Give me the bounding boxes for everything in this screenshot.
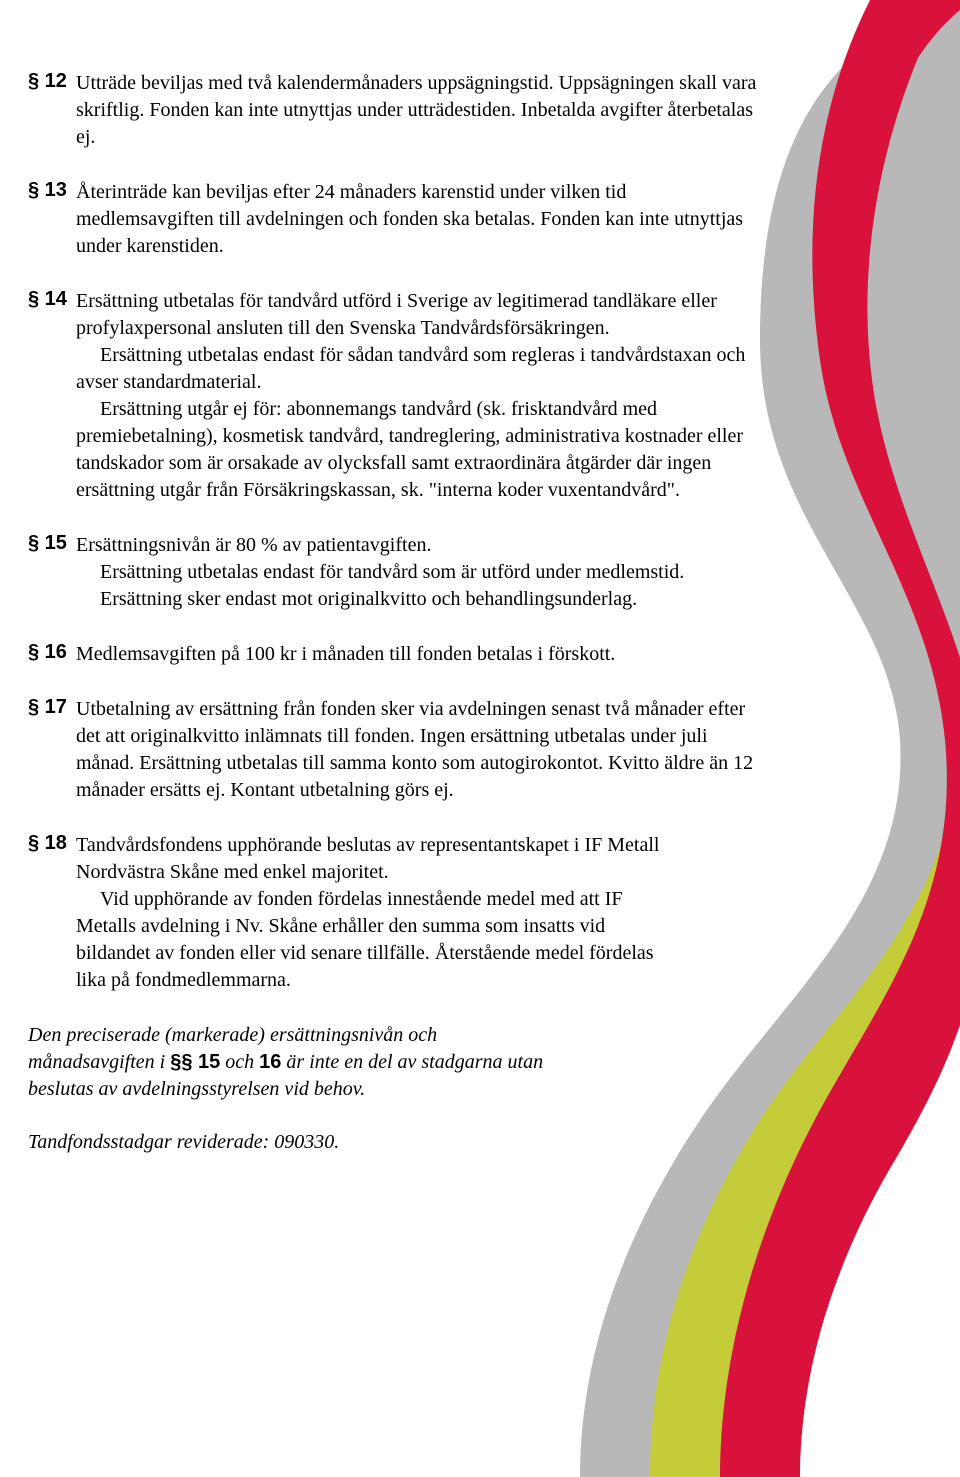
paragraph: Utbetalning av ersättning från fonden sk… xyxy=(76,696,760,804)
section-17: § 17 Utbetalning av ersättning från fond… xyxy=(28,696,760,804)
note-text: och xyxy=(220,1051,259,1073)
section-text: Utbetalning av ersättning från fonden sk… xyxy=(76,696,760,804)
paragraph: Ersättning utbetalas endast för tandvård… xyxy=(76,559,684,586)
section-number: § 17 xyxy=(28,696,76,804)
section-number: § 12 xyxy=(28,70,76,151)
section-16: § 16 Medlemsavgiften på 100 kr i månaden… xyxy=(28,641,760,668)
section-number: § 14 xyxy=(28,288,76,504)
paragraph: Återinträde kan beviljas efter 24 månade… xyxy=(76,179,760,260)
section-number: § 16 xyxy=(28,641,76,668)
section-text: Ersättningsnivån är 80 % av patientavgif… xyxy=(76,532,684,613)
paragraph: Ersättningsnivån är 80 % av patientavgif… xyxy=(76,532,684,559)
section-number: § 15 xyxy=(28,532,76,613)
paragraph: Ersättning sker endast mot originalkvitt… xyxy=(76,586,684,613)
section-text: Medlemsavgiften på 100 kr i månaden till… xyxy=(76,641,615,668)
section-text: Tandvårdsfondens upphörande beslutas av … xyxy=(76,832,676,994)
paragraph: Tandvårdsfondens upphörande beslutas av … xyxy=(76,832,676,886)
section-15: § 15 Ersättningsnivån är 80 % av patient… xyxy=(28,532,760,613)
note-ref: 16 xyxy=(259,1051,281,1073)
section-14: § 14 Ersättning utbetalas för tandvård u… xyxy=(28,288,760,504)
footnote: Den preciserade (markerade) ersättningsn… xyxy=(28,1022,548,1103)
section-text: Utträde beviljas med två kalendermånader… xyxy=(76,70,760,151)
section-text: Återinträde kan beviljas efter 24 månade… xyxy=(76,179,760,260)
section-12: § 12 Utträde beviljas med två kalendermå… xyxy=(28,70,760,151)
section-18: § 18 Tandvårdsfondens upphörande besluta… xyxy=(28,832,760,994)
section-text: Ersättning utbetalas för tandvård utförd… xyxy=(76,288,760,504)
section-13: § 13 Återinträde kan beviljas efter 24 m… xyxy=(28,179,760,260)
paragraph: Vid upphörande av fonden fördelas innest… xyxy=(76,886,676,994)
paragraph: Utträde beviljas med två kalendermånader… xyxy=(76,70,760,151)
paragraph: Ersättning utbetalas endast för sådan ta… xyxy=(76,342,760,396)
paragraph: Ersättning utgår ej för: abonnemangs tan… xyxy=(76,396,760,504)
document-body: § 12 Utträde beviljas med två kalendermå… xyxy=(0,0,800,1194)
note-ref: §§ 15 xyxy=(170,1051,220,1073)
paragraph: Ersättning utbetalas för tandvård utförd… xyxy=(76,288,760,342)
section-number: § 18 xyxy=(28,832,76,994)
revision-date: Tandfondsstadgar reviderade: 090330. xyxy=(28,1131,760,1154)
paragraph: Medlemsavgiften på 100 kr i månaden till… xyxy=(76,641,615,668)
section-number: § 13 xyxy=(28,179,76,260)
